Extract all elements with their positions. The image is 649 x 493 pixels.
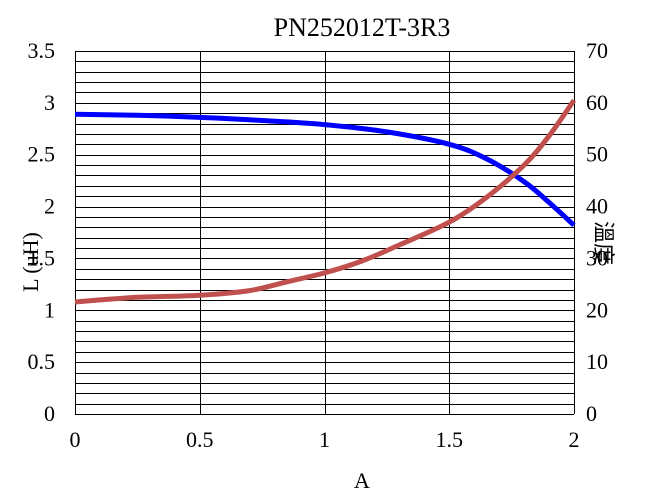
y-tick-label-left: 3.5 <box>28 38 56 63</box>
series-line-inductance <box>74 111 576 228</box>
y-tick-label-right: 50 <box>586 142 608 167</box>
chart-title: PN252012T-3R3 <box>274 13 451 42</box>
y-tick-label-left: 1 <box>44 297 55 322</box>
y-tick-label-left: 1.5 <box>28 245 56 270</box>
y-tick-label-right: 10 <box>586 349 608 374</box>
x-tick-label: 0 <box>70 427 81 452</box>
x-tick-label: 0.5 <box>186 427 214 452</box>
y-axis-label-left: L (uH) <box>18 232 43 292</box>
y-tick-label-left: 0.5 <box>28 349 56 374</box>
x-axis-label: A <box>354 468 370 493</box>
series-layer <box>74 98 577 305</box>
y-tick-label-left: 2.5 <box>28 142 56 167</box>
series-line-temperature <box>74 98 577 305</box>
y-tick-label-right: 0 <box>586 401 597 426</box>
x-tick-label: 2 <box>569 427 580 452</box>
y-tick-label-right: 60 <box>586 90 608 115</box>
y-tick-label-left: 0 <box>44 401 55 426</box>
y-tick-label-right: 40 <box>586 194 608 219</box>
grid <box>75 51 575 415</box>
x-tick-label: 1.5 <box>436 427 464 452</box>
y-tick-label-right: 30 <box>586 245 608 270</box>
y-tick-label-right: 70 <box>586 38 608 63</box>
x-tick-label: 1 <box>319 427 330 452</box>
y-axis-label-right: 溫度 <box>591 221 616 265</box>
y-tick-label-left: 3 <box>44 90 55 115</box>
y-tick-label-left: 2 <box>44 194 55 219</box>
y-tick-label-right: 20 <box>586 297 608 322</box>
